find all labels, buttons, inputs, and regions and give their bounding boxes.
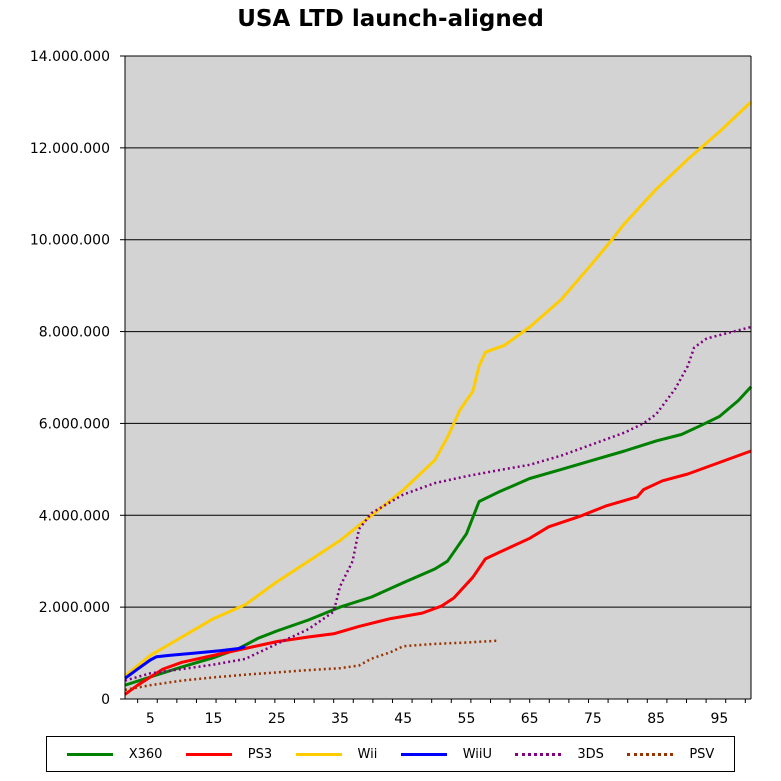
y-tick-label: 14.000.000 [30, 49, 110, 65]
x-tick-label: 25 [268, 711, 286, 727]
y-tick-label: 4.000.000 [39, 508, 110, 524]
legend-swatch [185, 752, 232, 756]
legend-item-x360: X360 [66, 746, 163, 762]
series-line-wiiu [124, 645, 246, 680]
x-tick-label: 95 [710, 711, 728, 727]
x-tick-label: 65 [521, 711, 539, 727]
x-tick-label: 75 [584, 711, 602, 727]
x-tick-label: 45 [394, 711, 412, 727]
y-tick-label: 2.000.000 [39, 600, 110, 616]
series-line-wii [124, 100, 753, 678]
legend: X360 PS3 Wii WiiU 3DS PSV [46, 736, 735, 772]
legend-item-3ds: 3DS [515, 747, 604, 762]
legend-item-ps3: PS3 [185, 746, 273, 762]
series-line-ps3 [124, 449, 752, 696]
x-tick-label: 85 [647, 711, 665, 727]
x-tick-label: 55 [458, 711, 476, 727]
y-axis-tick-labels: 0 2.000.000 4.000.000 6.000.000 8.000.000 10.… [30, 49, 125, 708]
x-tick-label: 15 [205, 711, 223, 727]
legend-item-psv: PSV [627, 747, 714, 762]
y-tick-label: 0 [101, 692, 110, 708]
legend-label: X360 [128, 746, 163, 762]
legend-item-wiiu: WiiU [400, 746, 493, 762]
axes [124, 55, 752, 700]
legend-label: PSV [689, 746, 715, 762]
legend-label: WiiU [462, 746, 493, 762]
legend-label: PS3 [247, 746, 273, 762]
x-axis-tick-labels: 5 15 25 35 45 55 65 75 85 95 [137, 699, 746, 727]
legend-label: Wii [357, 746, 378, 762]
series-lines [124, 100, 753, 696]
series-line-3ds [124, 325, 752, 682]
y-tick-label: 6.000.000 [39, 416, 110, 432]
y-tick-label: 12.000.000 [30, 141, 110, 157]
legend-swatch [400, 752, 447, 756]
legend-swatch [515, 752, 562, 756]
x-tick-label: 5 [146, 711, 155, 727]
series-line-psv [124, 639, 499, 692]
y-tick-label: 10.000.000 [30, 233, 110, 249]
legend-swatch [627, 752, 674, 756]
legend-item-wii: Wii [295, 746, 378, 762]
legend-swatch [295, 752, 342, 756]
legend-label: 3DS [577, 746, 604, 762]
x-tick-label: 35 [331, 711, 349, 727]
y-tick-label: 8.000.000 [39, 325, 110, 341]
chart-title: USA LTD launch-aligned [237, 6, 544, 32]
plot-area [125, 56, 751, 699]
legend-swatch [66, 752, 113, 756]
